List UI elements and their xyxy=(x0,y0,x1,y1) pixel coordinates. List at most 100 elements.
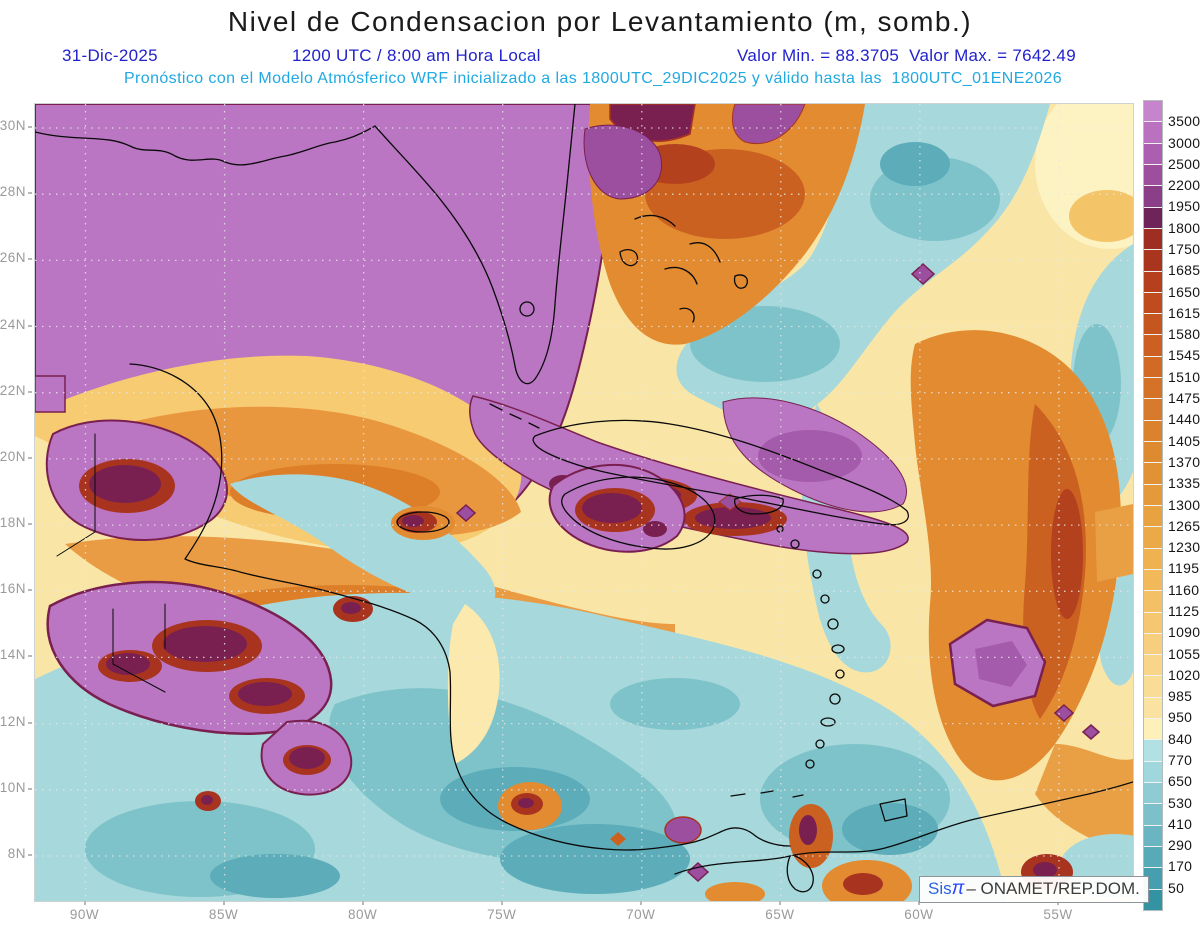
colorbar-segment xyxy=(1144,271,1162,293)
colorbar-segment xyxy=(1144,633,1162,656)
colorbar-segment xyxy=(1144,655,1162,677)
lon-tick xyxy=(83,901,86,905)
colorbar-label: 1750 xyxy=(1168,241,1200,258)
lat-tick xyxy=(28,390,32,393)
valid-date: 31-Dic-2025 xyxy=(62,46,158,65)
colorbar-label: 1335 xyxy=(1168,475,1200,492)
lon-tick-label: 70W xyxy=(626,907,656,922)
colorbar-segment xyxy=(1144,740,1162,762)
lon-tick xyxy=(639,901,642,905)
colorbar-segment xyxy=(1144,164,1162,187)
colorbar-label: 1545 xyxy=(1168,347,1200,364)
colorbar-segment xyxy=(1144,505,1162,528)
lat-tick-label: 28N xyxy=(0,184,26,200)
watermark-brand: Sis xyxy=(928,879,952,898)
map-frame xyxy=(34,103,1134,902)
colorbar-segment xyxy=(1144,101,1162,123)
colorbar-label: 3500 xyxy=(1168,113,1200,130)
colorbar-segment xyxy=(1144,228,1162,251)
colorbar-segment xyxy=(1144,697,1162,720)
colorbar-segment xyxy=(1144,783,1162,805)
lon-tick xyxy=(1056,901,1059,905)
fill-layer xyxy=(35,104,1133,901)
lon-tick-label: 85W xyxy=(208,907,239,922)
colorbar-segment xyxy=(1144,825,1162,847)
model-info-line: Pronóstico con el Modelo Atmósferico WRF… xyxy=(123,70,1062,87)
watermark: Sis π – ONAMET/REP.DOM. xyxy=(919,876,1149,903)
lat-tick xyxy=(28,853,32,856)
lat-tick-label: 24N xyxy=(0,316,26,332)
colorbar-label: 840 xyxy=(1168,730,1193,747)
colorbar-segment xyxy=(1144,292,1162,315)
lon-tick xyxy=(778,901,781,905)
colorbar-label: 1055 xyxy=(1168,645,1200,662)
lon-tick xyxy=(500,901,503,905)
coastlines-layer xyxy=(35,104,1133,893)
lat-tick xyxy=(28,192,32,195)
lat-tick xyxy=(28,589,32,592)
colorbar-label: 1800 xyxy=(1168,219,1200,236)
colorbar-segment xyxy=(1144,761,1162,783)
colorbar-label: 1580 xyxy=(1168,326,1200,343)
colorbar-segment xyxy=(1144,846,1162,869)
valid-time: 1200 UTC / 8:00 am Hora Local xyxy=(292,46,541,65)
colorbar-label: 1950 xyxy=(1168,198,1200,215)
colorbar-label: 170 xyxy=(1168,858,1193,875)
lat-tick xyxy=(28,787,32,790)
colorbar-segment xyxy=(1144,804,1162,826)
lat-tick xyxy=(28,126,32,128)
colorbar-label: 1475 xyxy=(1168,390,1200,407)
lat-tick-label: 8N xyxy=(7,845,26,861)
lat-tick-label: 10N xyxy=(0,779,26,795)
lon-tick-label: 90W xyxy=(69,907,100,922)
colorbar-label: 650 xyxy=(1168,773,1193,790)
lat-tick xyxy=(28,324,32,327)
lat-tick xyxy=(28,258,32,261)
watermark-org: – ONAMET/REP.DOM. xyxy=(966,879,1140,898)
lon-tick xyxy=(917,901,920,905)
colorbar-label: 3000 xyxy=(1168,134,1200,151)
colorbar-segment xyxy=(1144,314,1162,336)
lat-tick xyxy=(28,721,32,724)
colorbar-segment xyxy=(1144,186,1162,208)
lon-tick xyxy=(361,901,364,905)
colorbar-label: 1125 xyxy=(1168,602,1200,619)
colorbar-label: 1650 xyxy=(1168,283,1200,300)
colorbar-segment xyxy=(1144,143,1162,165)
lat-tick-label: 16N xyxy=(0,581,26,597)
colorbar-label: 1685 xyxy=(1168,262,1200,279)
lat-axis: 30N 28N 26N 24N 22N 20N 18N 16N 14N 12N 10N 8N xyxy=(0,103,34,900)
colorbar-label: 1615 xyxy=(1168,304,1200,321)
colorbar-segment xyxy=(1144,250,1162,272)
map-canvas xyxy=(35,104,1133,901)
colorbar-segment xyxy=(1144,719,1162,741)
colorbar-segment xyxy=(1144,335,1162,357)
colorbar-segment xyxy=(1144,527,1162,549)
lat-tick-label: 12N xyxy=(0,713,26,729)
lat-tick-label: 30N xyxy=(0,118,26,133)
colorbar-segment xyxy=(1144,548,1162,570)
colorbar-label: 1020 xyxy=(1168,666,1200,683)
lon-tick-label: 60W xyxy=(904,907,934,922)
colorbar-label: 1440 xyxy=(1168,411,1200,428)
lon-tick-label: 80W xyxy=(347,907,378,922)
lat-tick xyxy=(28,655,32,658)
colorbar-segment xyxy=(1144,463,1162,485)
colorbar-label: 1510 xyxy=(1168,368,1200,385)
colorbar-label: 770 xyxy=(1168,751,1193,768)
colorbar-label: 1230 xyxy=(1168,539,1200,556)
colorbar-segment xyxy=(1144,420,1162,442)
colorbar-segment xyxy=(1144,356,1162,379)
colorbar-label: 290 xyxy=(1168,837,1193,854)
colorbar-label: 985 xyxy=(1168,688,1193,705)
colorbar-labels: 3500 3000 2500 2200 1950 1800 1750 1685 1650 1615… xyxy=(1168,100,1200,909)
colorbar-label: 1160 xyxy=(1168,581,1200,598)
lat-tick-label: 18N xyxy=(0,515,26,531)
colorbar-segment xyxy=(1144,612,1162,634)
colorbar-label: 410 xyxy=(1168,815,1193,832)
colorbar-segment xyxy=(1144,676,1162,698)
lat-tick-label: 26N xyxy=(0,250,26,266)
lat-tick xyxy=(28,456,32,459)
colorbar-label: 530 xyxy=(1168,794,1193,811)
